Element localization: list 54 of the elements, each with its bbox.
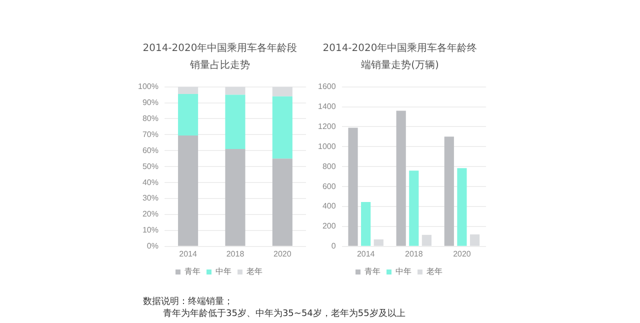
y-tick-label: 1000 — [318, 142, 336, 151]
bar — [444, 136, 454, 246]
y-tick-label: 40% — [142, 178, 158, 187]
y-tick-label: 20% — [142, 210, 158, 219]
bar — [178, 135, 198, 246]
x-tick-label: 2018 — [226, 249, 245, 258]
chart-title: 2014-2020年中国乘用车各年龄段销量占比走势 — [142, 42, 298, 73]
y-tick-label: 1200 — [318, 122, 336, 131]
y-tick-label: 200 — [322, 222, 336, 231]
legend-label: 中年 — [216, 267, 232, 276]
bar — [272, 86, 292, 96]
bar — [422, 234, 432, 246]
y-tick-label: 1400 — [318, 102, 336, 111]
y-tick-label: 1600 — [318, 82, 336, 92]
legend-label: 老年 — [426, 267, 442, 276]
bar — [178, 94, 198, 136]
legend-label: 青年 — [364, 267, 380, 276]
y-tick-label: 600 — [322, 182, 336, 191]
y-tick-label: 30% — [142, 194, 158, 203]
bar — [457, 168, 467, 246]
text: 数据说明：终端销量； — [143, 296, 234, 308]
bar — [225, 94, 246, 150]
x-tick-label: 2020 — [274, 249, 292, 258]
y-tick-label: 100% — [138, 82, 158, 92]
y-tick-label: 70% — [142, 130, 158, 139]
bar — [470, 234, 480, 246]
y-tick-label: 90% — [142, 98, 158, 107]
y-tick-label: 10% — [142, 226, 158, 235]
bar — [396, 110, 406, 246]
bar — [361, 202, 371, 246]
legend-label: 中年 — [396, 267, 412, 276]
x-tick-label: 2018 — [405, 249, 424, 258]
bar — [272, 158, 292, 246]
bar — [178, 86, 198, 94]
bar — [225, 149, 246, 246]
y-tick-label: 800 — [322, 162, 336, 171]
bar — [409, 170, 419, 246]
x-tick-label: 2014 — [179, 249, 198, 258]
y-tick-label: 0 — [331, 242, 336, 251]
bar — [374, 239, 384, 246]
text: 青年为年龄低于35岁、中年为35~54岁，老年为55岁及以上 — [162, 308, 406, 320]
bar — [272, 96, 292, 159]
legend-label: 青年 — [184, 267, 200, 276]
legend-label: 老年 — [246, 267, 262, 276]
y-tick-label: 0% — [146, 242, 158, 251]
y-tick-label: 400 — [322, 202, 336, 211]
y-tick-label: 60% — [142, 146, 158, 155]
x-tick-label: 2020 — [453, 249, 472, 258]
bar — [348, 128, 358, 246]
y-tick-label: 80% — [142, 114, 158, 123]
chart-title: 2014-2020年中国乘用车各年龄终端销量走势(万辆) — [322, 42, 478, 73]
bar — [225, 86, 246, 95]
y-tick-label: 50% — [142, 162, 158, 171]
x-tick-label: 2014 — [356, 249, 376, 258]
